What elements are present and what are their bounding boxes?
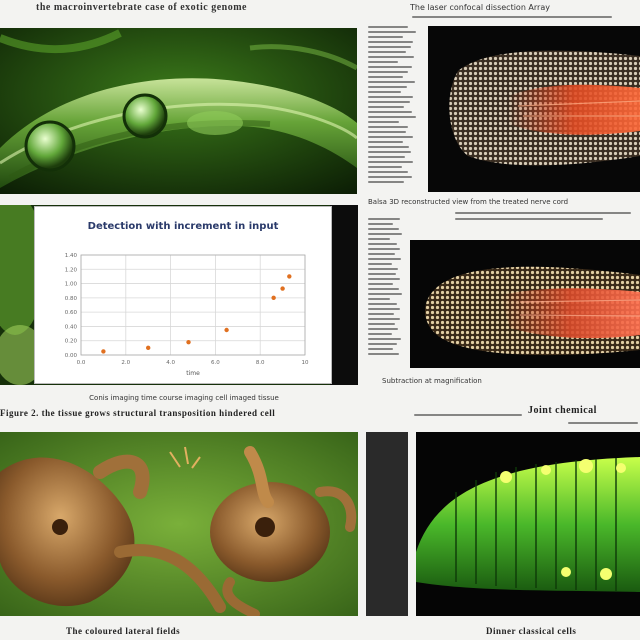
mid-right-small-caption: Subtraction at magnification [382, 377, 482, 385]
mid-caption-line2: Figure 2. the tissue grows structural tr… [0, 408, 276, 418]
y-tick-label: 0.40 [65, 324, 78, 330]
data-point [224, 327, 229, 333]
y-tick-label: 0.00 [65, 353, 78, 359]
chart-points [101, 274, 292, 354]
x-tick-label: 8.0 [256, 360, 265, 366]
x-tick-label: 4.0 [166, 360, 175, 366]
data-point [287, 274, 292, 279]
sidebar-text-column-1 [368, 26, 418, 183]
chart-svg: Detection with increment in input 0.000.… [65, 221, 309, 377]
x-tick-label: 0.0 [77, 360, 86, 366]
y-tick-label: 1.40 [65, 253, 78, 259]
y-tick-label: 0.20 [65, 339, 78, 345]
bottom-right-caption: Dinner classical cells [486, 626, 577, 636]
mid-caption-line1: Conis imaging time course imaging cell i… [89, 394, 279, 402]
green-striated-micrograph [416, 432, 640, 616]
top-right-caption-lines [412, 16, 634, 18]
mesh-reconstruction-top [428, 26, 640, 192]
green-tube-micrograph [0, 28, 357, 194]
chart-x-ticks: 0.0 2.0 4.0 6.0 8.0 10 [77, 360, 309, 366]
plot-frame [80, 254, 306, 356]
chart-xlabel: time [186, 370, 200, 377]
bottom-left-caption: The coloured lateral fields [66, 626, 181, 636]
mid-right-caption-lines [455, 212, 640, 220]
chart-title: Detection with increment in input [88, 221, 279, 232]
right-heading: Joint chemical [528, 405, 597, 416]
top-right-caption: The laser confocal dissection Array [410, 3, 550, 12]
sidebar-text-column-2 [368, 218, 404, 355]
data-point [186, 339, 191, 345]
x-tick-label: 2.0 [121, 360, 130, 366]
divider-strip [366, 432, 408, 616]
chart-y-ticks: 0.00 0.20 0.40 0.60 0.80 1.00 1.20 1.40 [65, 253, 78, 359]
x-tick-label: 10 [302, 360, 309, 366]
page-title: the macroinvertebrate case of exotic gen… [36, 2, 247, 13]
data-point [101, 349, 106, 354]
data-point [271, 295, 276, 301]
mesh-reconstruction-mid [410, 240, 640, 368]
data-point [280, 286, 285, 291]
y-tick-label: 0.80 [65, 296, 78, 302]
mid-right-caption: Balsa 3D reconstructed view from the tre… [368, 198, 569, 206]
chart-grid [80, 254, 306, 356]
brown-organism-micrograph [0, 432, 358, 616]
y-tick-label: 1.20 [65, 267, 78, 273]
x-tick-label: 6.0 [211, 360, 220, 366]
right-heading-lines [414, 414, 522, 416]
y-tick-label: 1.00 [65, 282, 78, 288]
scatter-chart: Detection with increment in input 0.00 0.… [34, 206, 332, 384]
data-point [146, 345, 151, 351]
right-heading-sublines [568, 422, 638, 424]
y-tick-label: 0.60 [65, 310, 78, 316]
